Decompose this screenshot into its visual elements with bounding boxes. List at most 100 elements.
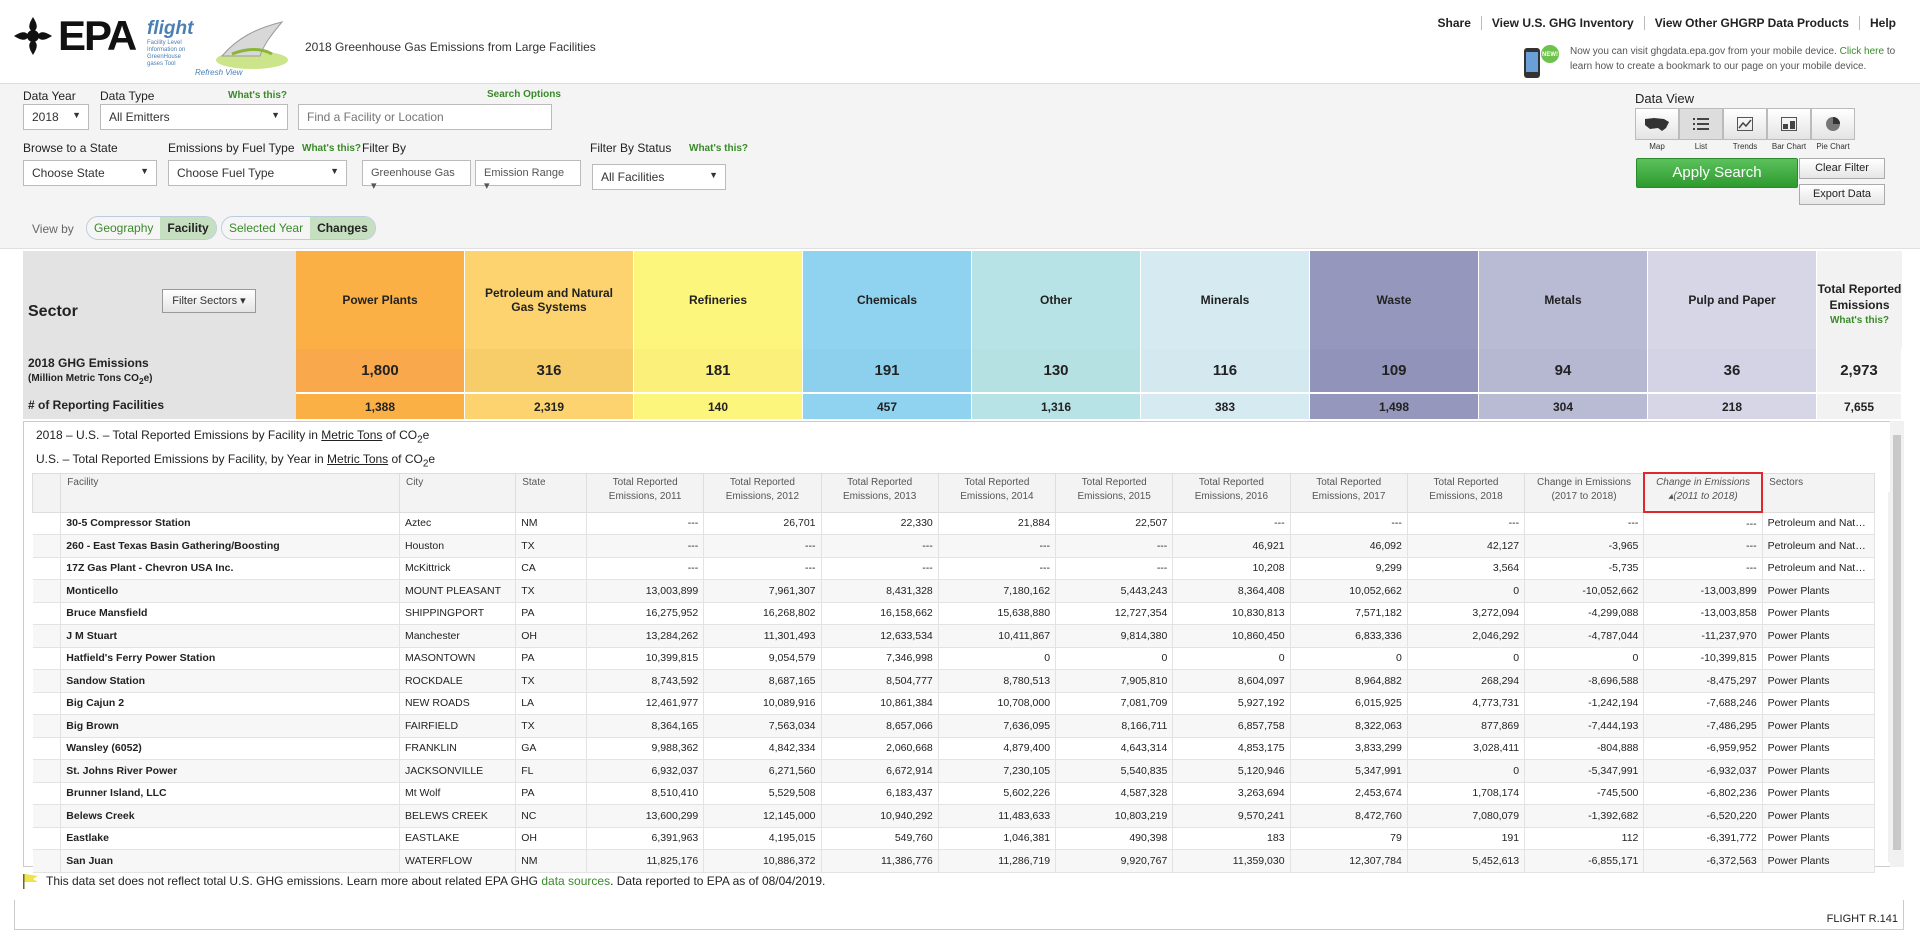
facility-name-link[interactable]: Bruce Mansfield [60, 602, 400, 625]
column-header-3[interactable]: State [515, 472, 587, 513]
sector-header-7[interactable]: Metals [1479, 251, 1648, 349]
sector-header-8[interactable]: Pulp and Paper [1648, 251, 1817, 349]
state-select[interactable]: Choose State ▼ [23, 160, 157, 186]
page-scrollbar[interactable] [1890, 421, 1904, 867]
whats-this-link[interactable]: What's this? [302, 143, 362, 154]
row-selector[interactable] [32, 782, 62, 805]
facility-name-link[interactable]: Sandow Station [60, 669, 400, 693]
facility-name-link[interactable]: San Juan [60, 849, 400, 873]
facility-name-link[interactable]: Monticello [60, 579, 400, 603]
sector-header-2[interactable]: Refineries [634, 251, 803, 349]
sector-header-4[interactable]: Other [972, 251, 1141, 349]
table-row[interactable]: St. Johns River Power JACKSONVILLE FL 6,932… [32, 759, 1876, 783]
facility-name-link[interactable]: Brunner Island, LLC [60, 782, 400, 805]
view-pie-chart-button[interactable] [1811, 108, 1855, 140]
view-bar-chart-button[interactable] [1767, 108, 1811, 140]
data-type-select[interactable]: All Emitters ▼ [100, 104, 288, 130]
row-selector[interactable] [32, 624, 62, 648]
whats-this-link[interactable]: What's this? [228, 90, 288, 101]
facility-name-link[interactable]: 260 - East Texas Basin Gathering/Boostin… [60, 534, 400, 558]
toggle-selected-year[interactable]: Selected Year [222, 217, 311, 239]
table-row[interactable]: Hatfield's Ferry Power Station MASONTOWN P… [32, 647, 1876, 670]
sector-header-0[interactable]: Power Plants [296, 251, 465, 349]
facility-name-link[interactable]: Hatfield's Ferry Power Station [60, 647, 400, 670]
greenhouse-gas-filter[interactable]: Greenhouse Gas ▾ [362, 160, 471, 192]
sector-header-3[interactable]: Chemicals [803, 251, 972, 349]
geography-facility-toggle[interactable]: Geography Facility [86, 216, 217, 240]
row-selector[interactable] [32, 512, 62, 535]
row-selector[interactable] [32, 714, 62, 738]
facility-name-link[interactable]: Eastlake [60, 827, 400, 850]
column-header-1[interactable]: Facility [60, 472, 400, 513]
row-selector[interactable] [32, 602, 62, 625]
table-row[interactable]: Big Brown FAIRFIELD TX 8,364,165 7,563,034 8,… [32, 714, 1876, 738]
filter-sectors-button[interactable]: Filter Sectors ▾ [162, 289, 256, 313]
row-selector[interactable] [32, 804, 62, 828]
table-row[interactable]: Big Cajun 2 NEW ROADS LA 12,461,977 10,089,9… [32, 692, 1876, 715]
column-header-7[interactable]: Total Reported Emissions, 2014 [937, 472, 1057, 513]
nav-help[interactable]: Help [1858, 16, 1906, 30]
facility-name-link[interactable]: 30-5 Compressor Station [60, 512, 400, 535]
table-row[interactable]: 17Z Gas Plant - Chevron USA Inc. McKittri… [32, 557, 1876, 580]
emission-range-filter[interactable]: Emission Range ▾ [475, 160, 581, 192]
column-header-12[interactable]: Change in Emissions (2017 to 2018) [1524, 472, 1645, 513]
row-selector[interactable] [32, 759, 62, 783]
column-header-5[interactable]: Total Reported Emissions, 2012 [703, 472, 822, 513]
table-row[interactable]: Brunner Island, LLC Mt Wolf PA 8,510,410 5,5… [32, 782, 1876, 805]
whats-this-link[interactable]: What's this? [689, 143, 749, 154]
column-header-9[interactable]: Total Reported Emissions, 2016 [1172, 472, 1291, 513]
sector-header-6[interactable]: Waste [1310, 251, 1479, 349]
page-scrollbar-thumb[interactable] [1893, 435, 1901, 850]
facility-name-link[interactable]: Big Brown [60, 714, 400, 738]
row-selector[interactable] [32, 737, 62, 760]
facility-name-link[interactable]: 17Z Gas Plant - Chevron USA Inc. [60, 557, 400, 580]
table-row[interactable]: Wansley (6052) FRANKLIN GA 9,988,362 4,842,3… [32, 737, 1876, 760]
table-row[interactable]: 260 - East Texas Basin Gathering/Boostin… [32, 534, 1876, 558]
row-selector[interactable] [32, 647, 62, 670]
data-year-select[interactable]: 2018 ▼ [23, 104, 89, 130]
column-header-4[interactable]: Total Reported Emissions, 2011 [585, 472, 705, 513]
row-selector[interactable] [32, 827, 62, 850]
facility-name-link[interactable]: St. Johns River Power [60, 759, 400, 783]
sector-header-1[interactable]: Petroleum and Natural Gas Systems [465, 251, 634, 349]
table-row[interactable]: Bruce Mansfield SHIPPINGPORT PA 16,275,952 1… [32, 602, 1876, 625]
table-row[interactable]: Monticello MOUNT PLEASANT TX 13,003,899 7,96… [32, 579, 1876, 603]
whats-this-link[interactable]: What's this? [1829, 315, 1890, 326]
column-header-13[interactable]: Change in Emissions ▴(2011 to 2018) [1642, 472, 1764, 513]
table-row[interactable]: J M Stuart Manchester OH 13,284,262 11,301,4… [32, 624, 1876, 648]
sector-header-5[interactable]: Minerals [1141, 251, 1310, 349]
search-options-link[interactable]: Search Options [487, 89, 561, 100]
apply-search-button[interactable]: Apply Search [1636, 158, 1798, 188]
row-selector[interactable] [32, 692, 62, 715]
view-trends-button[interactable] [1723, 108, 1767, 140]
view-list-button[interactable] [1679, 108, 1723, 140]
row-selector[interactable] [32, 579, 62, 603]
column-header-14[interactable]: Sectors [1761, 472, 1876, 513]
clear-filter-button[interactable]: Clear Filter [1799, 158, 1885, 179]
facility-name-link[interactable]: Belews Creek [60, 804, 400, 828]
data-sources-link[interactable]: data sources [541, 874, 611, 888]
column-header-0[interactable] [31, 472, 62, 513]
metric-tons-link[interactable]: Metric Tons [321, 428, 383, 442]
nav-other-products[interactable]: View Other GHGRP Data Products [1643, 16, 1859, 30]
view-map-button[interactable] [1635, 108, 1679, 140]
facility-name-link[interactable]: J M Stuart [60, 624, 400, 648]
toggle-changes[interactable]: Changes [310, 217, 375, 239]
column-header-10[interactable]: Total Reported Emissions, 2017 [1289, 472, 1408, 513]
row-selector[interactable] [32, 849, 62, 873]
mobile-click-here-link[interactable]: Click here [1839, 46, 1885, 57]
row-selector[interactable] [32, 534, 62, 558]
column-header-2[interactable]: City [398, 472, 517, 513]
table-row[interactable]: 30-5 Compressor Station Aztec NM --- 26,701 2… [32, 512, 1876, 535]
table-row[interactable]: San Juan WATERFLOW NM 11,825,176 10,886,372 1… [32, 849, 1876, 873]
refresh-view-link[interactable]: Refresh View [195, 68, 243, 77]
status-select[interactable]: All Facilities ▼ [592, 164, 726, 190]
row-selector[interactable] [32, 669, 62, 693]
nav-share[interactable]: Share [1437, 16, 1471, 30]
search-input[interactable] [298, 104, 552, 130]
fuel-type-select[interactable]: Choose Fuel Type ▼ [168, 160, 347, 186]
year-changes-toggle[interactable]: Selected Year Changes [221, 216, 376, 240]
column-header-6[interactable]: Total Reported Emissions, 2013 [820, 472, 939, 513]
column-header-8[interactable]: Total Reported Emissions, 2015 [1055, 472, 1174, 513]
column-header-11[interactable]: Total Reported Emissions, 2018 [1406, 472, 1526, 513]
